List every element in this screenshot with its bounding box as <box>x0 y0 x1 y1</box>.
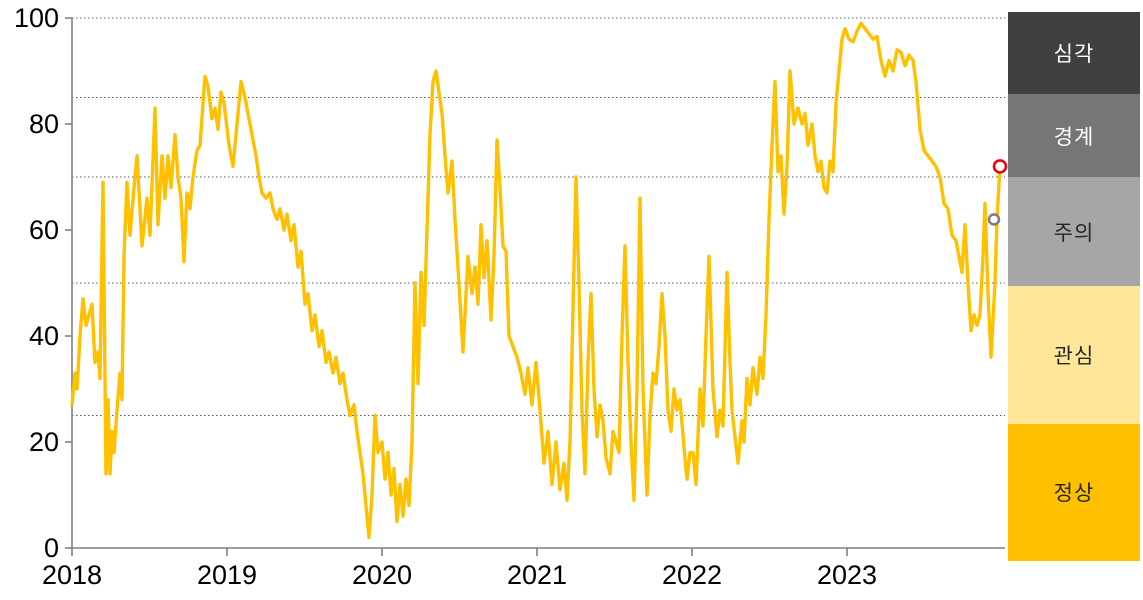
legend-band-주의: 주의 <box>1008 176 1140 287</box>
legend-band-심각: 심각 <box>1008 12 1140 95</box>
legend-band-label: 주의 <box>1053 221 1095 245</box>
legend-band-label: 심각 <box>1053 43 1095 67</box>
y-tick-label-40: 40 <box>29 321 59 351</box>
x-tick-label-2019: 2019 <box>197 560 257 590</box>
legend-band-label: 관심 <box>1053 345 1095 369</box>
axes: 0 20 40 60 80 100 2018 2019 2020 2021 2022 2023 <box>14 3 1005 590</box>
x-tick-label-2018: 2018 <box>42 560 102 590</box>
x-tick-label-2023: 2023 <box>817 560 877 590</box>
x-tick-label-2021: 2021 <box>507 560 567 590</box>
x-tick-label-2020: 2020 <box>352 560 412 590</box>
y-tick-label-80: 80 <box>29 109 59 139</box>
legend-band-label: 정상 <box>1053 482 1095 506</box>
red-circle-marker <box>992 159 1008 174</box>
gray-circle-marker <box>987 213 1001 226</box>
y-tick-label-20: 20 <box>29 427 59 457</box>
y-tick-label-100: 100 <box>14 3 59 33</box>
y-tick-label-0: 0 <box>44 533 59 563</box>
legend-band-label: 경계 <box>1053 125 1095 149</box>
series-line <box>70 21 1002 540</box>
legend-band-정상: 정상 <box>1008 423 1140 561</box>
legend-band-경계: 경계 <box>1008 94 1140 177</box>
legend-band-관심: 관심 <box>1008 286 1140 424</box>
y-tick-label-60: 60 <box>29 215 59 245</box>
y-gridlines <box>72 17 1005 416</box>
x-tick-label-2022: 2022 <box>662 560 722 590</box>
